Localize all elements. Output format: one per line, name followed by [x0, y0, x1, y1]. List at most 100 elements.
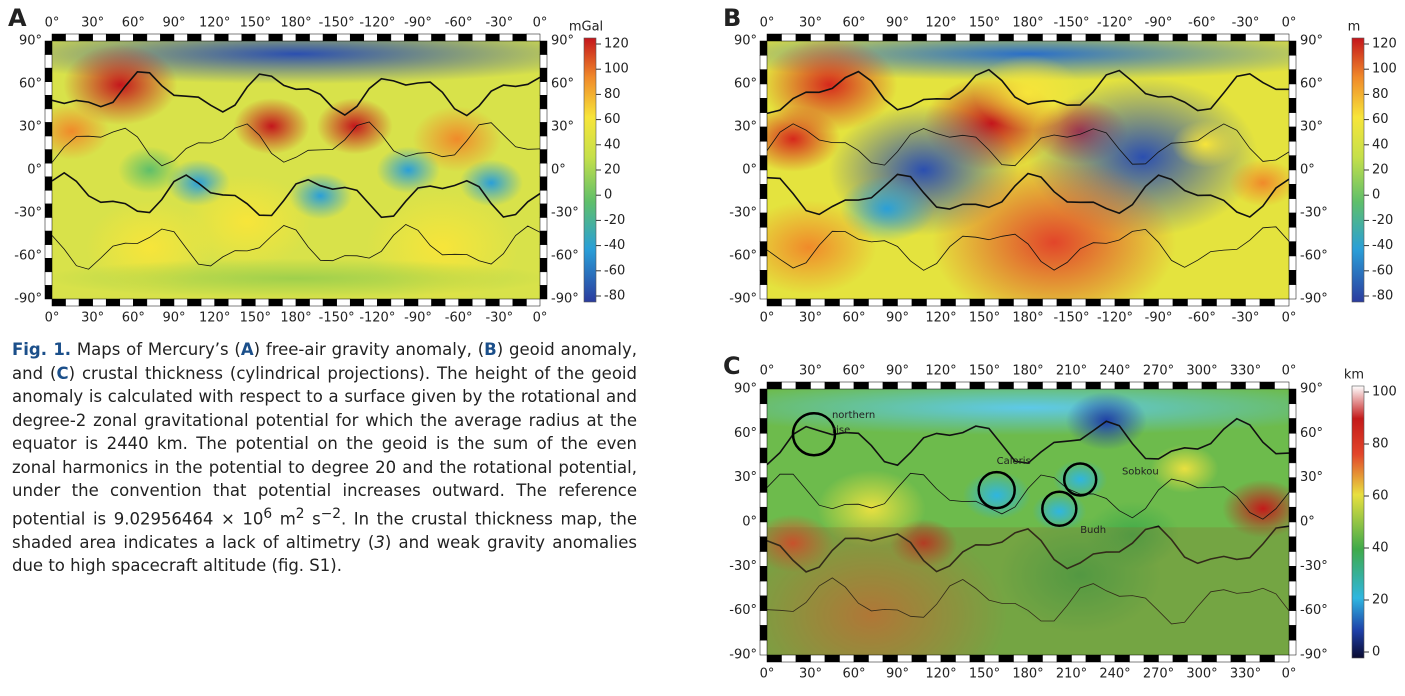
contour — [52, 224, 540, 270]
frame — [1288, 536, 1297, 552]
colorbar-tick-label: 100 — [1372, 62, 1397, 77]
lat-tick-label: -30° — [729, 206, 757, 221]
frame — [92, 33, 107, 42]
lon-tick-label: 30° — [81, 311, 104, 326]
frame — [119, 298, 134, 307]
lon-tick-label: 150° — [240, 16, 271, 31]
frame — [1230, 33, 1246, 42]
lat-tick-label: -90° — [729, 648, 757, 663]
contour — [52, 171, 540, 219]
colorbar-tick-label: -40 — [1372, 238, 1393, 253]
lon-tick-label: 240° — [1099, 364, 1130, 379]
frame — [781, 381, 797, 390]
map-feature — [962, 471, 1031, 520]
frame — [984, 381, 1000, 390]
colorbar-tick-label: -60 — [1372, 263, 1393, 278]
frame — [759, 639, 768, 656]
frame — [940, 654, 956, 663]
frame — [322, 33, 337, 42]
frame — [1288, 83, 1297, 99]
frame — [853, 298, 869, 307]
frame — [759, 536, 768, 552]
lat-tick-label: 60° — [734, 426, 757, 441]
lon-tick-label: 150° — [969, 16, 1000, 31]
frame — [897, 298, 913, 307]
frame — [336, 33, 351, 42]
colorbar-tick-label: 80 — [604, 87, 621, 102]
frame — [1288, 551, 1297, 567]
frame — [471, 298, 487, 307]
caption-text: A — [240, 340, 254, 359]
lon-tick-label: 150° — [969, 364, 1000, 379]
lon-tick-label: 270° — [1143, 667, 1174, 682]
frame — [766, 298, 782, 307]
map-feature — [767, 106, 841, 172]
frame — [44, 285, 53, 300]
frame — [1288, 610, 1297, 626]
frame — [868, 654, 884, 663]
lat-tick-label: 90° — [19, 34, 42, 49]
frame — [526, 33, 541, 42]
frame — [282, 298, 297, 307]
frame — [431, 33, 446, 42]
frame — [868, 33, 884, 42]
frame — [759, 126, 768, 142]
frame — [458, 33, 473, 42]
frame — [1042, 381, 1058, 390]
lon-tick-label: -30° — [1232, 16, 1260, 31]
frame — [444, 298, 459, 307]
frame — [759, 212, 768, 228]
frame — [759, 610, 768, 626]
frame — [1158, 33, 1174, 42]
lon-tick-label: 60° — [842, 667, 865, 682]
lat-tick-label: 30° — [1300, 470, 1323, 485]
feature-circle — [977, 470, 1016, 510]
frame — [1013, 298, 1029, 307]
frame — [1245, 381, 1261, 390]
lat-tick-label: 90° — [734, 382, 757, 397]
lon-tick-label: -120° — [359, 311, 395, 326]
frame — [759, 55, 768, 70]
colorbar-tick-label: 100 — [1372, 385, 1397, 400]
frame — [458, 298, 473, 307]
map-feature — [998, 517, 1162, 634]
lon-tick-label: -120° — [1097, 311, 1133, 326]
lon-tick-label: -30° — [485, 311, 513, 326]
frame — [759, 462, 768, 478]
frame — [1288, 462, 1297, 478]
lon-tick-label: 270° — [1143, 364, 1174, 379]
frame — [759, 40, 768, 56]
frame — [133, 298, 148, 307]
lat-tick-label: -60° — [729, 603, 757, 618]
frame — [336, 298, 351, 307]
frame — [160, 33, 175, 42]
frame — [759, 566, 768, 582]
frame — [187, 33, 202, 42]
frame — [868, 381, 884, 390]
frame — [759, 492, 768, 508]
frame — [539, 40, 548, 55]
annotation: northern rise — [831, 410, 876, 437]
frame — [984, 298, 1000, 307]
frame — [1172, 654, 1188, 663]
colorbar-tick-label: 40 — [604, 137, 621, 152]
frame — [1172, 298, 1188, 307]
frame — [539, 203, 548, 218]
frame — [926, 654, 942, 663]
frame — [911, 298, 927, 307]
frame — [759, 98, 768, 113]
frame — [471, 33, 487, 42]
frame — [1129, 381, 1145, 390]
frame — [44, 135, 53, 150]
map-feature — [117, 146, 182, 194]
map-feature — [412, 106, 502, 172]
frame — [911, 381, 927, 390]
caption-text: s — [304, 509, 321, 528]
frame — [146, 298, 161, 307]
frame — [1288, 141, 1297, 156]
lat-tick-label: 0° — [742, 515, 757, 530]
frame — [105, 298, 121, 307]
frame — [1071, 298, 1087, 307]
frame — [539, 67, 548, 82]
annotation: Budh — [1080, 525, 1106, 536]
